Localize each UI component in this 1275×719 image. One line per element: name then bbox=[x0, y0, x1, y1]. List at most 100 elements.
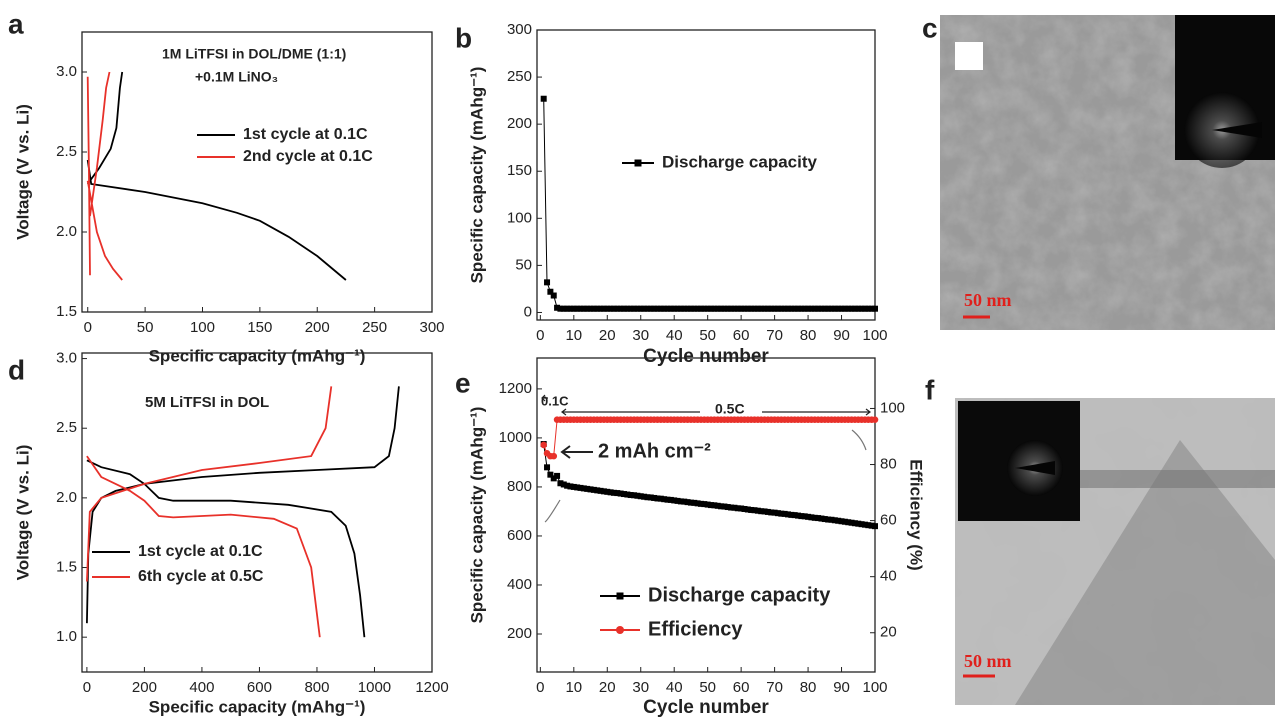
marker bbox=[845, 519, 852, 526]
marker bbox=[587, 305, 594, 312]
marker bbox=[631, 305, 638, 312]
y-axis-title: Specific capacity (mAhg⁻¹) bbox=[467, 407, 486, 624]
marker bbox=[661, 496, 668, 503]
arrow bbox=[544, 429, 867, 523]
marker bbox=[721, 503, 728, 510]
marker bbox=[567, 305, 574, 312]
marker bbox=[667, 305, 674, 312]
marker bbox=[872, 523, 878, 530]
x-tick-label: 30 bbox=[632, 327, 649, 344]
chart: a 0 50 100 150 200 250 300 1.5 2.0 2.5 3.0 Specific … bbox=[8, 8, 445, 365]
marker bbox=[590, 305, 597, 312]
marker bbox=[781, 510, 788, 517]
marker bbox=[788, 511, 795, 518]
marker bbox=[647, 494, 654, 501]
y-axis-title: Specific capacity (mAhg⁻¹) bbox=[467, 67, 486, 284]
x-tick-label: 70 bbox=[766, 679, 783, 696]
marker bbox=[741, 505, 748, 512]
marker bbox=[544, 464, 551, 471]
marker bbox=[644, 494, 651, 501]
marker bbox=[821, 305, 828, 312]
marker bbox=[795, 512, 802, 519]
marker bbox=[657, 495, 664, 502]
marker bbox=[868, 305, 875, 312]
plot-frame bbox=[81, 352, 433, 673]
legend-label: 1st cycle at 0.1C bbox=[138, 543, 263, 560]
marker bbox=[855, 305, 862, 312]
marker bbox=[624, 491, 631, 498]
marker bbox=[704, 305, 711, 312]
marker bbox=[584, 485, 591, 492]
y-tick-label: 2.0 bbox=[56, 223, 77, 240]
marker bbox=[751, 305, 758, 312]
marker bbox=[714, 502, 721, 509]
x-tick-label: 50 bbox=[137, 319, 154, 336]
plot-frame bbox=[81, 31, 433, 313]
x-tick-label: 40 bbox=[666, 327, 683, 344]
plot-frame bbox=[536, 29, 876, 321]
x-tick-label: 100 bbox=[862, 327, 887, 344]
marker bbox=[694, 500, 701, 507]
x-tick-label: 1000 bbox=[358, 679, 391, 696]
x-tick-label: 30 bbox=[632, 679, 649, 696]
marker bbox=[841, 305, 848, 312]
panel-letter: d bbox=[8, 354, 25, 385]
marker bbox=[818, 305, 825, 312]
annotation: 1M LiTFSI in DOL/DME (1:1) bbox=[162, 46, 346, 62]
marker bbox=[570, 305, 577, 312]
marker bbox=[691, 305, 698, 312]
marker bbox=[674, 305, 681, 312]
marker bbox=[728, 305, 735, 312]
x-tick-label: 50 bbox=[699, 327, 716, 344]
x-tick-label: 0 bbox=[536, 679, 544, 696]
marker bbox=[594, 305, 601, 312]
x-tick-label: 90 bbox=[833, 327, 850, 344]
annotation: +0.1M LiNO₃ bbox=[195, 69, 278, 85]
marker bbox=[728, 504, 735, 511]
marker bbox=[570, 483, 577, 490]
y-axis-title: Voltage (V vs. Li) bbox=[13, 104, 32, 240]
y-tick-label: 1.5 bbox=[56, 558, 77, 575]
marker bbox=[778, 510, 785, 517]
legend-label: Efficiency bbox=[648, 618, 743, 640]
marker bbox=[848, 305, 855, 312]
tem-image-f bbox=[955, 398, 1275, 705]
y-tick-label: 2.0 bbox=[56, 489, 77, 506]
marker bbox=[851, 520, 858, 527]
y-tick-label: 1.5 bbox=[56, 303, 77, 320]
x-tick-label: 400 bbox=[189, 679, 214, 696]
marker bbox=[577, 484, 584, 491]
marker bbox=[687, 499, 694, 506]
marker bbox=[644, 305, 651, 312]
marker bbox=[841, 518, 848, 525]
marker bbox=[540, 95, 547, 102]
marker bbox=[821, 516, 828, 523]
y-tick-label: 2.5 bbox=[56, 419, 77, 436]
marker bbox=[657, 305, 664, 312]
marker bbox=[744, 506, 751, 513]
marker bbox=[594, 487, 601, 494]
y2-tick-label: 80 bbox=[880, 456, 897, 473]
marker bbox=[697, 500, 704, 507]
marker bbox=[871, 416, 879, 423]
marker bbox=[718, 305, 725, 312]
marker bbox=[564, 482, 571, 489]
y-tick-label: 50 bbox=[515, 256, 532, 273]
y-tick-label: 600 bbox=[507, 527, 532, 544]
marker bbox=[815, 305, 822, 312]
marker bbox=[634, 492, 641, 499]
marker bbox=[614, 305, 621, 312]
y-tick-label: 0 bbox=[524, 303, 532, 320]
y-tick-label: 3.0 bbox=[56, 350, 77, 367]
panel-letter: a bbox=[8, 8, 24, 39]
marker bbox=[677, 498, 684, 505]
marker bbox=[805, 305, 812, 312]
marker bbox=[731, 504, 738, 511]
marker bbox=[681, 305, 688, 312]
y2-tick-label: 60 bbox=[880, 512, 897, 529]
marker bbox=[564, 305, 571, 312]
series-line bbox=[86, 71, 123, 281]
legend-marker bbox=[634, 159, 642, 167]
marker bbox=[621, 491, 628, 498]
marker bbox=[808, 305, 815, 312]
